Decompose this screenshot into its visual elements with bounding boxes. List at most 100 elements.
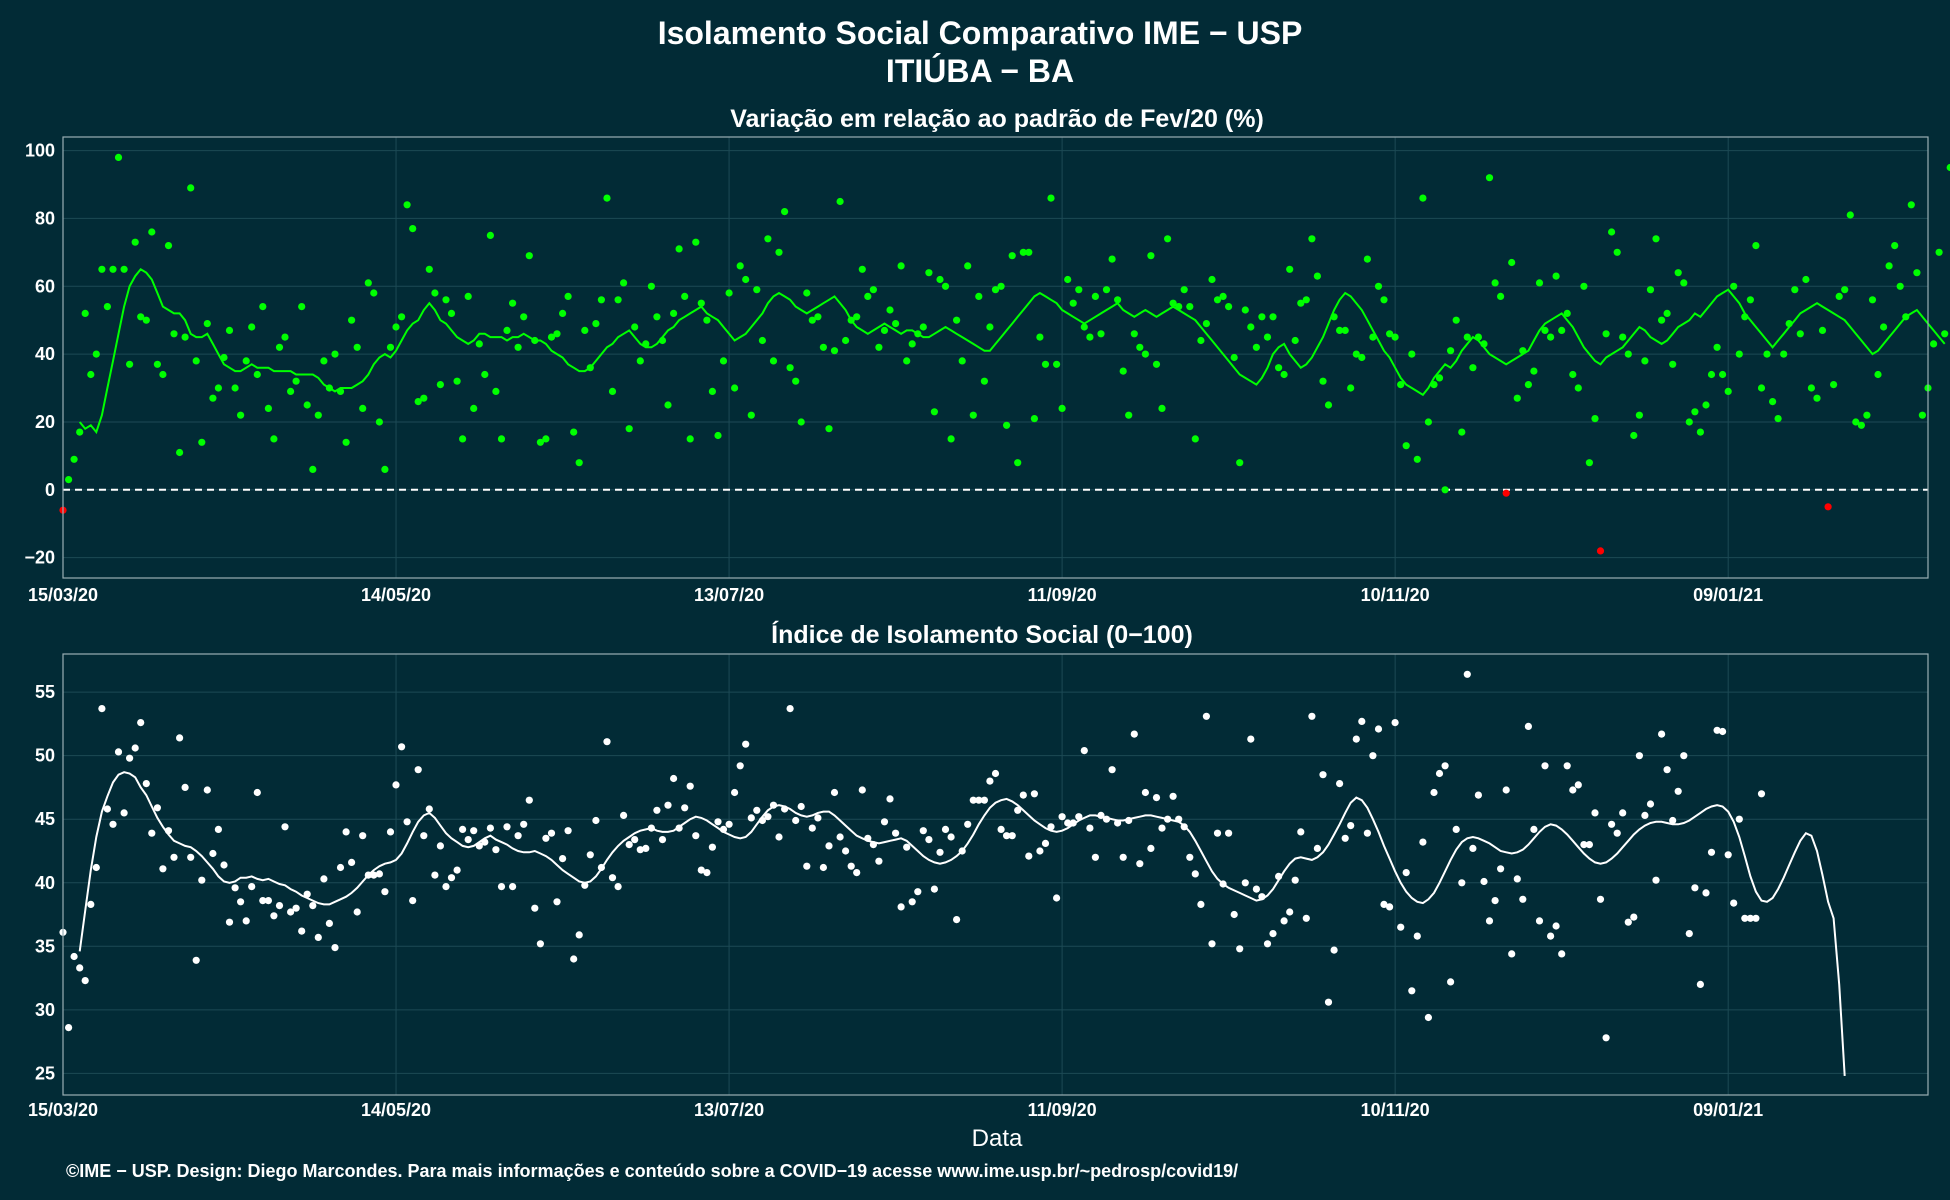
index-point — [708, 843, 717, 851]
variation-point — [275, 343, 284, 351]
variation-point — [431, 289, 439, 297]
index-point — [187, 853, 195, 861]
variation-point — [225, 326, 234, 334]
variation-point — [242, 357, 250, 365]
index-point — [686, 782, 694, 790]
index-point — [1641, 811, 1649, 820]
variation-point — [1302, 296, 1310, 304]
variation-point — [1930, 340, 1938, 348]
index-point — [786, 705, 794, 713]
index-point — [1341, 834, 1349, 842]
variation-point — [1241, 306, 1249, 314]
variation-point — [1502, 489, 1510, 497]
variation-point — [1902, 313, 1910, 321]
index-point — [1363, 829, 1371, 837]
index-point — [670, 774, 678, 783]
index-point — [986, 777, 994, 785]
variation-point — [1363, 255, 1371, 263]
index-point — [797, 802, 805, 811]
variation-point — [70, 455, 78, 463]
index-point — [853, 869, 861, 877]
variation-point — [731, 384, 739, 392]
index-point — [1308, 712, 1316, 720]
variation-point — [148, 228, 156, 236]
index-point — [775, 833, 783, 841]
footer-credits: ©IME − USP. Design: Diego Marcondes. Par… — [66, 1161, 1238, 1181]
index-point — [1125, 816, 1133, 825]
index-point — [1685, 930, 1693, 938]
variation-point — [953, 316, 961, 324]
index-point — [1735, 815, 1743, 823]
variation-point — [1180, 286, 1188, 294]
index-point — [886, 795, 894, 803]
index-x-tick-label: 14/05/20 — [361, 1100, 431, 1120]
variation-point — [975, 292, 983, 300]
index-point — [980, 796, 989, 804]
index-point — [298, 927, 306, 935]
index-point — [1535, 917, 1544, 925]
index-point — [414, 766, 422, 774]
index-point — [919, 827, 927, 835]
index-point — [1202, 712, 1210, 720]
index-point — [270, 912, 278, 920]
variation-y-tick-label: 60 — [35, 276, 55, 296]
index-point — [303, 890, 311, 898]
x-axis-label: Data — [972, 1125, 1023, 1152]
index-point — [542, 834, 550, 842]
variation-point — [681, 292, 689, 300]
variation-point — [187, 184, 195, 192]
index-point — [470, 827, 478, 835]
variation-point — [320, 357, 328, 365]
index-point — [1719, 727, 1727, 736]
variation-point — [1602, 330, 1610, 338]
variation-point — [769, 357, 778, 365]
index-point — [725, 820, 733, 828]
index-point — [1552, 922, 1560, 930]
index-point — [842, 847, 850, 855]
variation-point — [969, 411, 977, 419]
variation-point — [409, 225, 417, 233]
variation-point — [1752, 242, 1760, 250]
variation-point — [864, 292, 872, 300]
variation-point — [797, 418, 805, 426]
index-point — [153, 804, 161, 812]
variation-point — [342, 438, 350, 446]
index-point — [531, 904, 539, 912]
variation-x-tick-label: 15/03/20 — [28, 585, 98, 605]
variation-point — [1791, 286, 1799, 294]
variation-point — [581, 326, 589, 334]
variation-point — [1097, 330, 1105, 338]
variation-point — [1147, 252, 1155, 260]
index-point — [1497, 865, 1505, 873]
index-point — [1524, 722, 1532, 731]
variation-point — [1596, 547, 1605, 555]
index-point — [148, 829, 156, 837]
index-point — [497, 883, 506, 891]
variation-point — [1707, 370, 1716, 379]
variation-point — [570, 428, 578, 436]
variation-point — [126, 360, 134, 368]
variation-point — [1391, 333, 1399, 341]
index-point — [559, 855, 567, 863]
variation-x-tick-label: 11/09/20 — [1028, 585, 1097, 605]
variation-point — [1658, 316, 1666, 324]
variation-point — [65, 476, 73, 484]
index-point — [1424, 1013, 1432, 1022]
variation-point — [470, 404, 478, 412]
index-point — [1080, 747, 1088, 755]
variation-point — [1641, 357, 1649, 365]
index-plot-frame — [62, 653, 1929, 1096]
variation-point — [1308, 235, 1316, 243]
index-point — [836, 833, 844, 841]
variation-point — [1230, 353, 1238, 362]
variation-point — [814, 313, 822, 321]
variation-point — [1763, 350, 1771, 358]
variation-point — [453, 377, 461, 385]
index-point — [1680, 752, 1688, 760]
index-point — [1252, 885, 1260, 893]
variation-point — [886, 306, 894, 314]
variation-point — [1341, 326, 1349, 334]
variation-point — [92, 350, 100, 358]
index-point — [1574, 781, 1582, 789]
